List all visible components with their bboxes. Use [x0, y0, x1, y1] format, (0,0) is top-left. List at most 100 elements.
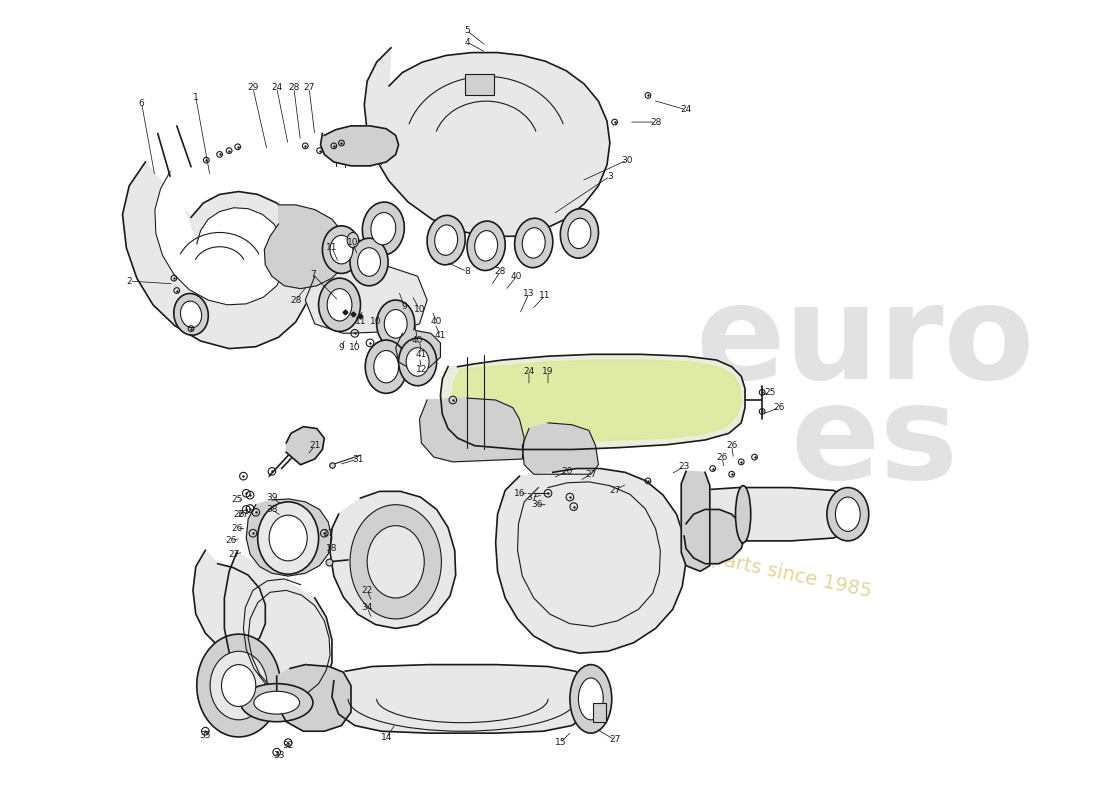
Text: 26: 26 [716, 453, 728, 462]
Text: 40: 40 [431, 318, 442, 326]
Ellipse shape [371, 213, 396, 245]
Ellipse shape [384, 310, 407, 338]
Polygon shape [264, 205, 348, 289]
Ellipse shape [374, 350, 398, 383]
Text: euro: euro [695, 279, 1035, 406]
Ellipse shape [197, 634, 280, 737]
Text: 10: 10 [414, 305, 426, 314]
Polygon shape [192, 550, 265, 651]
Ellipse shape [736, 486, 750, 542]
Text: 32: 32 [283, 741, 294, 750]
Ellipse shape [221, 665, 256, 706]
Text: 12: 12 [416, 365, 427, 374]
Text: 27: 27 [585, 470, 596, 478]
Ellipse shape [827, 487, 869, 541]
Text: 37: 37 [526, 493, 538, 502]
Text: 34: 34 [362, 603, 373, 612]
Text: 41: 41 [416, 350, 427, 359]
Ellipse shape [358, 248, 381, 276]
Text: 10: 10 [370, 318, 382, 326]
Ellipse shape [406, 348, 429, 376]
Ellipse shape [362, 202, 405, 255]
Text: 26: 26 [726, 441, 737, 450]
Text: 27: 27 [238, 510, 249, 518]
Text: 41: 41 [434, 330, 447, 340]
Text: 40: 40 [510, 272, 522, 281]
Text: 6: 6 [139, 98, 144, 107]
Polygon shape [122, 162, 312, 349]
Text: 30: 30 [621, 156, 632, 165]
Ellipse shape [515, 218, 553, 268]
Text: 28: 28 [650, 118, 661, 126]
Text: 27: 27 [609, 486, 620, 495]
Text: 2: 2 [126, 277, 132, 286]
Ellipse shape [330, 235, 353, 264]
Text: 25: 25 [764, 388, 776, 397]
Text: 26: 26 [773, 403, 785, 412]
Ellipse shape [254, 691, 299, 714]
Text: 39: 39 [266, 493, 277, 502]
Ellipse shape [350, 505, 441, 619]
Polygon shape [306, 265, 427, 334]
Polygon shape [155, 171, 286, 305]
Ellipse shape [468, 221, 505, 270]
Text: 38: 38 [266, 505, 277, 514]
Polygon shape [246, 499, 332, 576]
Text: 26: 26 [233, 510, 244, 518]
Polygon shape [332, 665, 593, 733]
Text: 28: 28 [290, 295, 301, 305]
Text: 24: 24 [271, 83, 283, 92]
Polygon shape [224, 552, 332, 707]
Ellipse shape [835, 497, 860, 531]
Text: 11: 11 [354, 318, 366, 326]
Text: 31: 31 [352, 454, 363, 463]
Ellipse shape [560, 209, 598, 258]
Text: 10: 10 [349, 343, 361, 352]
Text: 22: 22 [362, 586, 373, 595]
Ellipse shape [174, 294, 208, 335]
Text: 16: 16 [514, 489, 525, 498]
Text: 13: 13 [524, 289, 535, 298]
Text: 1: 1 [192, 93, 199, 102]
Text: 15: 15 [554, 738, 566, 747]
Text: 9: 9 [339, 343, 344, 352]
Ellipse shape [257, 502, 319, 574]
Polygon shape [396, 330, 440, 370]
Ellipse shape [210, 651, 267, 720]
Ellipse shape [376, 300, 415, 348]
Polygon shape [419, 398, 525, 462]
Text: 14: 14 [381, 734, 392, 742]
Text: 11: 11 [539, 290, 551, 300]
Polygon shape [364, 48, 609, 236]
Polygon shape [320, 126, 398, 166]
Polygon shape [286, 426, 324, 465]
Text: 19: 19 [542, 367, 553, 376]
Text: 28: 28 [495, 267, 506, 276]
Text: 5: 5 [464, 26, 470, 35]
Polygon shape [330, 491, 455, 629]
Ellipse shape [568, 218, 591, 249]
Polygon shape [686, 487, 849, 541]
Polygon shape [684, 510, 745, 564]
Bar [465, 74, 494, 95]
Ellipse shape [434, 225, 458, 255]
Text: 27: 27 [228, 550, 240, 558]
Text: 40: 40 [411, 337, 424, 346]
Ellipse shape [270, 515, 307, 561]
Polygon shape [522, 423, 598, 474]
Ellipse shape [322, 226, 361, 274]
Text: 28: 28 [288, 83, 299, 92]
Text: a passion for parts since 1985: a passion for parts since 1985 [581, 522, 873, 602]
Text: 36: 36 [531, 500, 542, 510]
Text: 24: 24 [524, 367, 535, 376]
Text: 18: 18 [327, 544, 338, 553]
Ellipse shape [579, 678, 603, 720]
Bar [593, 702, 606, 722]
Polygon shape [496, 469, 686, 653]
Text: 26: 26 [231, 524, 242, 533]
Text: 26: 26 [226, 536, 236, 546]
Text: 17: 17 [323, 529, 334, 538]
Polygon shape [452, 360, 741, 442]
Ellipse shape [180, 301, 201, 327]
Ellipse shape [367, 526, 425, 598]
